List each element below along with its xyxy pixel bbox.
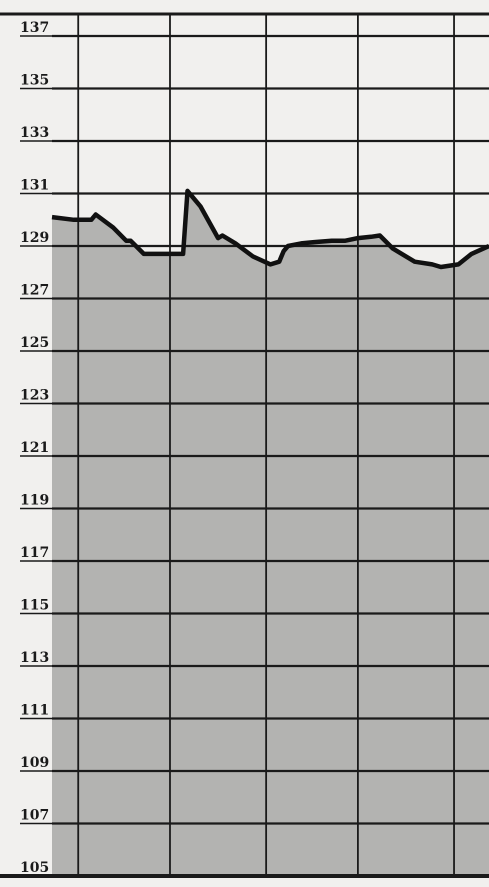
y-tick-label-123: 123 [20, 388, 49, 404]
y-tick-label-111: 111 [20, 703, 49, 719]
y-tick-label-119: 119 [20, 493, 49, 509]
y-tick-label-129: 129 [20, 230, 49, 246]
y-tick-label-115: 115 [20, 598, 49, 614]
y-tick-label-133: 133 [20, 125, 49, 141]
y-tick-label-107: 107 [20, 808, 49, 824]
grid-lines [0, 12, 489, 878]
series-area-fill [52, 190, 489, 876]
y-tick-label-137: 137 [20, 20, 49, 36]
series-line [51, 188, 489, 270]
y-tick-label-109: 109 [20, 755, 49, 771]
y-tick-label-135: 135 [20, 73, 49, 89]
y-tick-label-117: 117 [20, 545, 49, 561]
y-tick-label-121: 121 [20, 440, 49, 456]
y-tick-label-113: 113 [20, 650, 49, 666]
y-tick-label-131: 131 [20, 178, 49, 194]
y-tick-label-105: 105 [20, 860, 49, 876]
y-axis-tick-labels: 137 135 133 131 129 127 125 123 121 119 117 115 113 1… [20, 20, 52, 877]
y-tick-label-127: 127 [20, 283, 49, 299]
y-tick-label-125: 125 [20, 335, 49, 351]
